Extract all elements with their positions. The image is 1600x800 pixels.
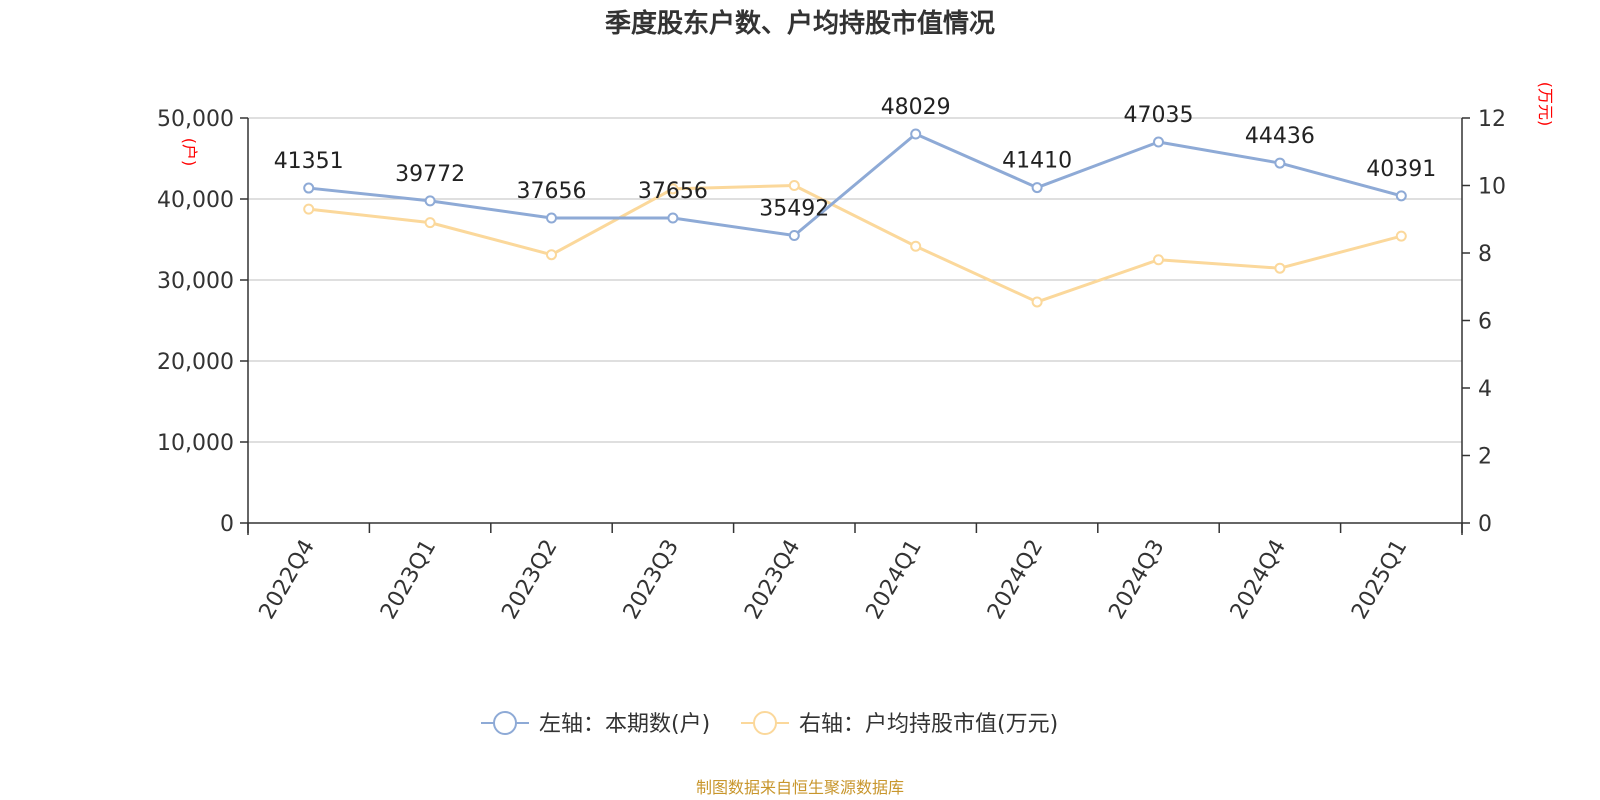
axes: 0 10,000 20,000 30,000 40,000 50,000 0 2 4 6 8 10 12… [157,82,1555,624]
x-axis-category-label: 2022Q4 [255,536,320,624]
shareholders-data-label: 41410 [1002,149,1072,174]
shareholders-point[interactable] [546,212,557,224]
legend-label: 左轴：本期数(户) [539,712,710,737]
shareholders-data-label: 37656 [638,179,708,204]
left-axis-tick-label: 10,000 [157,431,234,456]
left-axis-unit: (户) [180,138,199,167]
right-axis-tick-label: 6 [1478,310,1492,335]
shareholders-point[interactable] [910,128,922,140]
left-axis-tick-label: 0 [220,512,234,537]
right-axis-unit: (万元) [1536,82,1555,127]
x-axis-category-label: 2025Q1 [1347,536,1412,624]
avg-holding-value-point[interactable] [667,183,679,195]
left-axis-tick-label: 20,000 [157,350,234,375]
data-labels: 41351 39772 37656 37656 35492 48029 41410 47035… [274,95,1437,222]
x-axis-category-label: 2024Q3 [1104,536,1169,624]
grid-lines [248,117,1462,443]
x-axis-category-label: 2024Q1 [862,536,927,624]
source-note: 制图数据来自恒生聚源数据库 [696,778,904,797]
shareholders-point[interactable] [424,195,436,207]
shareholders-data-label: 41351 [274,149,344,174]
avg-holding-value-point[interactable] [788,180,800,191]
legend[interactable]: 左轴：本期数(户) 右轴：户均持股市值(万元) [481,711,1058,737]
shareholders-data-label: 44436 [1245,124,1315,149]
right-axis-tick-label: 4 [1478,377,1492,402]
shareholders-data-label: 37656 [517,179,587,204]
legend-item-shareholders[interactable]: 左轴：本期数(户) [481,711,710,737]
right-axis-tick-label: 2 [1478,445,1492,470]
legend-item-avg-holding-value[interactable]: 右轴：户均持股市值(万元) [741,711,1058,737]
shareholders-point[interactable] [1274,157,1286,169]
shareholders-point[interactable] [1031,182,1043,194]
x-axis-category-label: 2023Q4 [740,536,805,624]
shareholders-data-label: 40391 [1366,157,1436,182]
shareholders-point[interactable] [667,212,679,224]
legend-circle-icon [753,711,777,735]
shareholders-data-label: 35492 [759,197,829,222]
series [303,128,1407,308]
shareholders-data-label: 48029 [881,95,951,120]
series-line-avg-holding-value [308,184,1402,304]
legend-circle-icon [493,711,517,735]
shareholders-point[interactable] [788,230,800,242]
right-axis-tick-label: 12 [1478,107,1506,132]
x-axis-category-label: 2023Q2 [497,536,562,624]
shareholders-data-label: 39772 [395,162,465,187]
right-axis-tick-label: 10 [1478,175,1506,200]
x-axis-category-label: 2024Q2 [983,536,1048,624]
avg-holding-value-point[interactable] [1274,262,1286,274]
x-axis-category-label: 2024Q4 [1226,536,1291,624]
avg-holding-value-point[interactable] [546,249,557,261]
left-axis-tick-label: 50,000 [157,107,234,132]
shareholders-point[interactable] [303,182,315,194]
shareholders-data-label: 47035 [1124,103,1194,128]
shareholders-point[interactable] [1395,190,1407,202]
legend-label: 右轴：户均持股市值(万元) [799,712,1058,737]
avg-holding-value-point[interactable] [424,217,436,229]
right-axis-tick-label: 8 [1478,242,1492,267]
avg-holding-value-point[interactable] [910,240,922,252]
right-axis-tick-label: 0 [1478,512,1492,537]
x-axis-category-label: 2023Q3 [619,536,684,624]
left-axis-tick-label: 30,000 [157,269,234,294]
chart-title: 季度股东户数、户均持股市值情况 [605,8,995,39]
series-line-shareholders [308,132,1402,238]
avg-holding-value-point[interactable] [1395,230,1407,242]
shareholders-point[interactable] [1153,136,1164,148]
avg-holding-value-point[interactable] [1153,254,1164,266]
avg-holding-value-point[interactable] [1031,296,1043,308]
left-axis-tick-label: 40,000 [157,188,234,213]
avg-holding-value-point[interactable] [303,203,315,215]
x-axis-category-label: 2023Q1 [376,536,441,624]
